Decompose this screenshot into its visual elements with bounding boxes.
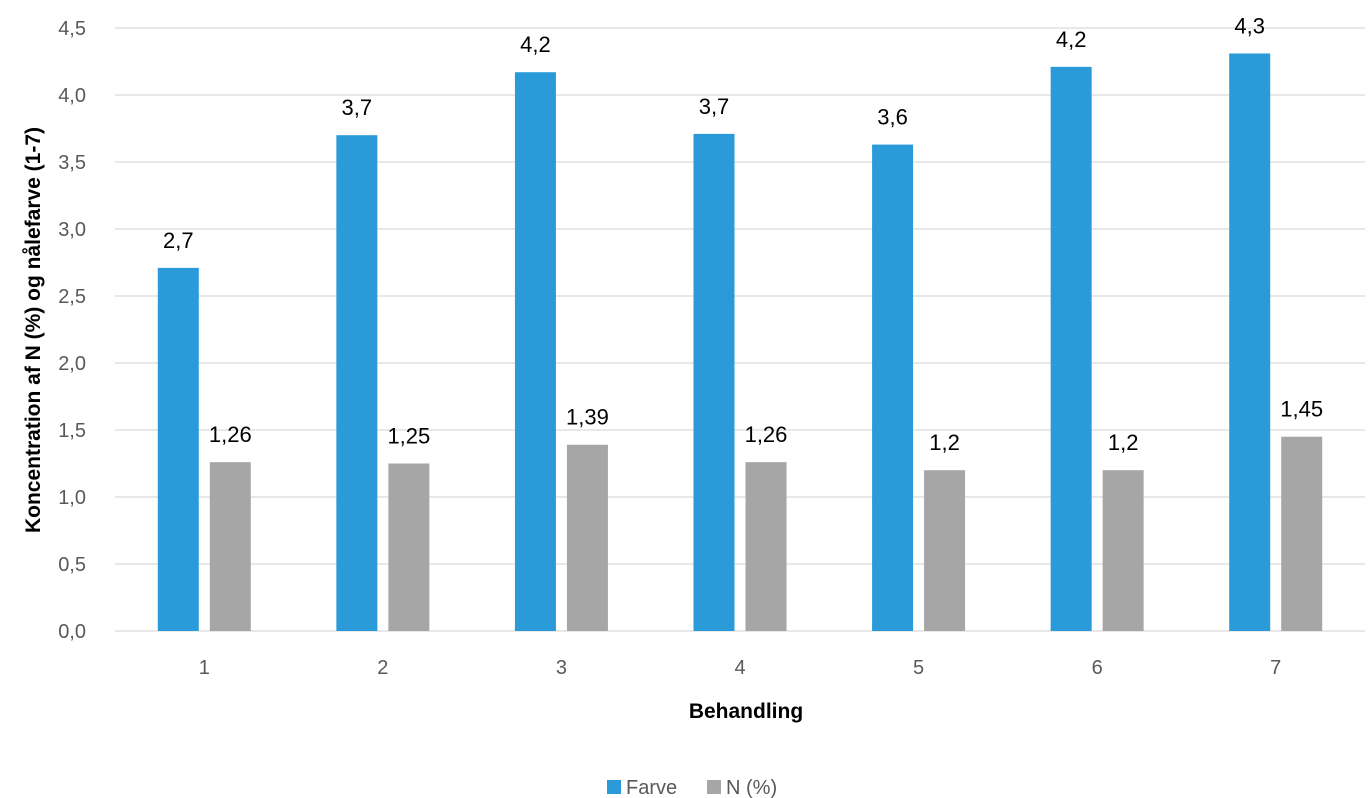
bar-n [1102, 470, 1144, 631]
data-label: 1,45 [1280, 397, 1323, 422]
bar-farve [157, 267, 199, 631]
data-label: 4,2 [1056, 27, 1087, 52]
data-label: 4,3 [1234, 13, 1265, 38]
data-label: 3,7 [342, 95, 373, 120]
legend-label-farve: Farve [626, 777, 677, 798]
x-tick-label: 2 [377, 657, 388, 679]
legend-label-n: N (%) [726, 777, 777, 798]
data-label: 4,2 [520, 32, 551, 57]
y-axis-ticks: 0,0 0,5 1,0 1,5 2,0 2,5 3,0 3,5 4,0 4,5 [58, 18, 86, 643]
bar-farve [336, 135, 378, 631]
data-label: 2,7 [163, 228, 194, 253]
gridlines [115, 27, 1365, 632]
data-label: 3,7 [699, 94, 730, 119]
x-axis-ticks: 1 2 3 4 5 6 7 [199, 657, 1282, 679]
bar-farve [872, 144, 914, 631]
x-tick-label: 5 [913, 657, 924, 679]
bar-n [388, 463, 430, 631]
data-label: 1,26 [745, 422, 788, 447]
data-labels: 2,7 1,26 3,7 1,25 4,2 1,39 3,7 1,26 3,6 1,2 4,2 1,2… [163, 13, 1323, 455]
y-tick-label: 2,0 [58, 353, 86, 375]
y-tick-label: 0,5 [58, 554, 86, 576]
bars [157, 53, 1323, 632]
y-tick-label: 1,0 [58, 487, 86, 509]
legend-swatch-n [707, 780, 721, 794]
y-tick-label: 2,5 [58, 286, 86, 308]
bar-n [924, 470, 966, 631]
data-label: 3,6 [877, 105, 908, 130]
y-tick-label: 0,0 [58, 621, 86, 643]
bar-n [209, 462, 251, 631]
bar-farve [1229, 53, 1271, 631]
legend-swatch-farve [607, 780, 621, 794]
x-tick-label: 3 [556, 657, 567, 679]
y-tick-label: 1,5 [58, 420, 86, 442]
x-tick-label: 6 [1092, 657, 1103, 679]
y-axis-title: Koncentration af N (%) og nålefarve (1-7… [22, 127, 45, 533]
data-label: 1,2 [929, 430, 960, 455]
bar-n [745, 462, 787, 631]
bar-n [1281, 436, 1323, 631]
bar-farve [1050, 66, 1092, 632]
bar-farve [693, 133, 735, 632]
y-tick-label: 4,5 [58, 18, 86, 40]
bar-farve [514, 72, 556, 632]
data-label: 1,26 [209, 422, 252, 447]
y-tick-label: 4,0 [58, 85, 86, 107]
bar-n [566, 444, 608, 631]
data-label: 1,25 [387, 424, 430, 449]
x-tick-label: 4 [734, 657, 745, 679]
legend: Farve N (%) [607, 777, 777, 798]
x-axis-title: Behandling [689, 700, 803, 723]
data-label: 1,39 [566, 405, 609, 430]
y-tick-label: 3,5 [58, 152, 86, 174]
y-tick-label: 3,0 [58, 219, 86, 241]
x-tick-label: 7 [1270, 657, 1281, 679]
data-label: 1,2 [1108, 430, 1139, 455]
x-tick-label: 1 [199, 657, 210, 679]
